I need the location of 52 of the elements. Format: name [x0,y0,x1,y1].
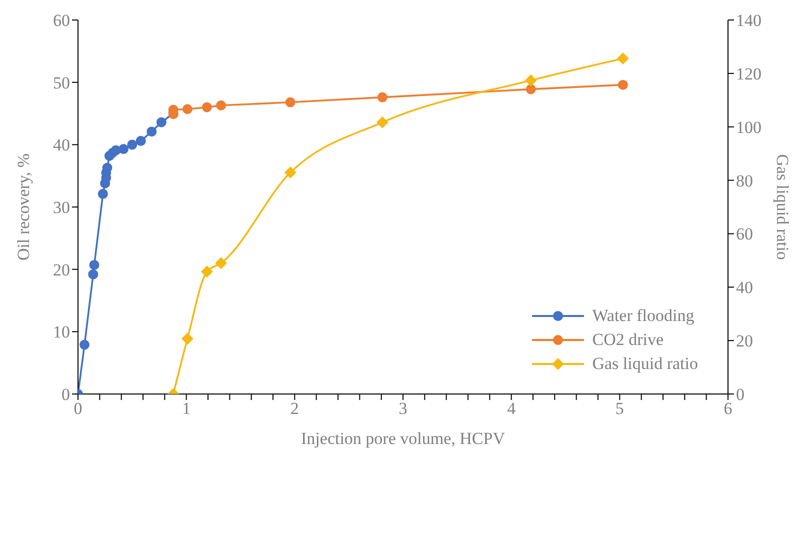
point [80,340,90,350]
y2-tick-label: 0 [736,385,744,404]
point [127,140,138,150]
y2-tick-label: 40 [736,278,753,298]
point [285,97,296,108]
point [182,104,192,114]
x-tick-label: 6 [724,399,732,418]
point [215,257,227,270]
y-tick-label: 60 [53,11,70,30]
point [146,126,157,137]
x-tick-label: 2 [290,399,299,418]
y2-tick-label: 80 [736,171,753,190]
x-tick-label: 0 [74,399,82,418]
point [377,92,388,102]
y2-tick-label: 140 [736,11,762,30]
point [181,332,194,345]
point [89,260,100,270]
point [202,102,212,112]
y-tick-label: 20 [53,260,70,280]
y2-tick-label: 120 [736,64,762,84]
point [118,144,128,154]
y2-axis-title: Gas liquid ratio [772,154,792,260]
y2-tick-label: 20 [736,332,753,351]
legend-label: Gas liquid ratio [592,354,698,374]
y-tick-label: 10 [53,322,70,342]
point [200,266,213,278]
point [156,117,166,128]
point [616,52,629,64]
legend-label: CO2 drive [592,330,664,350]
y-tick-label: 40 [53,136,70,155]
x-tick-label: 3 [398,399,408,418]
y2-tick-label: 60 [736,224,753,244]
point [216,100,226,110]
point [618,80,628,90]
y-tick-label: 50 [53,73,70,92]
point [136,136,146,146]
point [98,188,108,199]
point [284,166,296,179]
point [88,269,98,280]
legend-label: Water flooding [592,306,694,326]
point [376,116,388,128]
y-tick-label: 0 [62,385,70,404]
y2-tick-label: 100 [736,118,762,137]
y-axis-title: Oil recovery, % [14,154,34,260]
point [526,84,536,94]
x-tick-label: 5 [615,399,624,418]
x-axis-title: Injection pore volume, HCPV [301,429,506,448]
point [524,74,537,86]
point [102,162,112,173]
x-tick-label: 4 [507,399,516,418]
x-tick-label: 1 [182,399,191,418]
y-tick-label: 30 [53,198,70,218]
